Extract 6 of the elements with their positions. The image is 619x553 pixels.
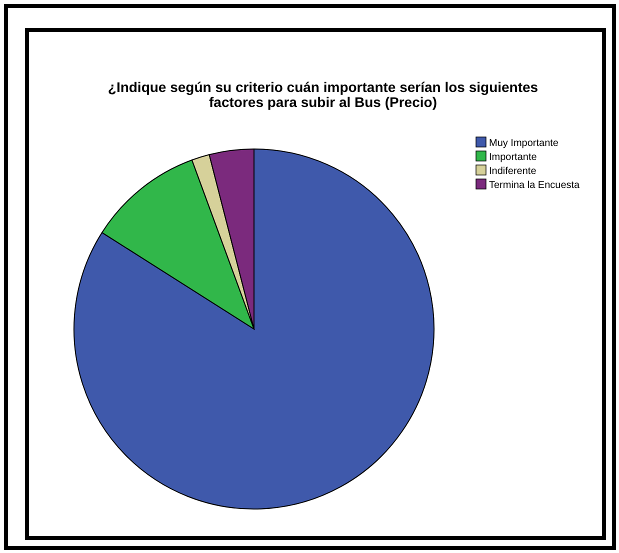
pie-slice [74,148,434,510]
legend-label: Importante [489,152,538,163]
legend-label: Muy Importante [489,138,559,149]
chart-title: ¿Indique según su criterio cuán importante serían los siguientes factores para subir al Bus (Precio) [108,79,538,110]
legend-label: Termina la Encuesta [489,180,580,191]
legend-label: Indiferente [489,166,537,177]
